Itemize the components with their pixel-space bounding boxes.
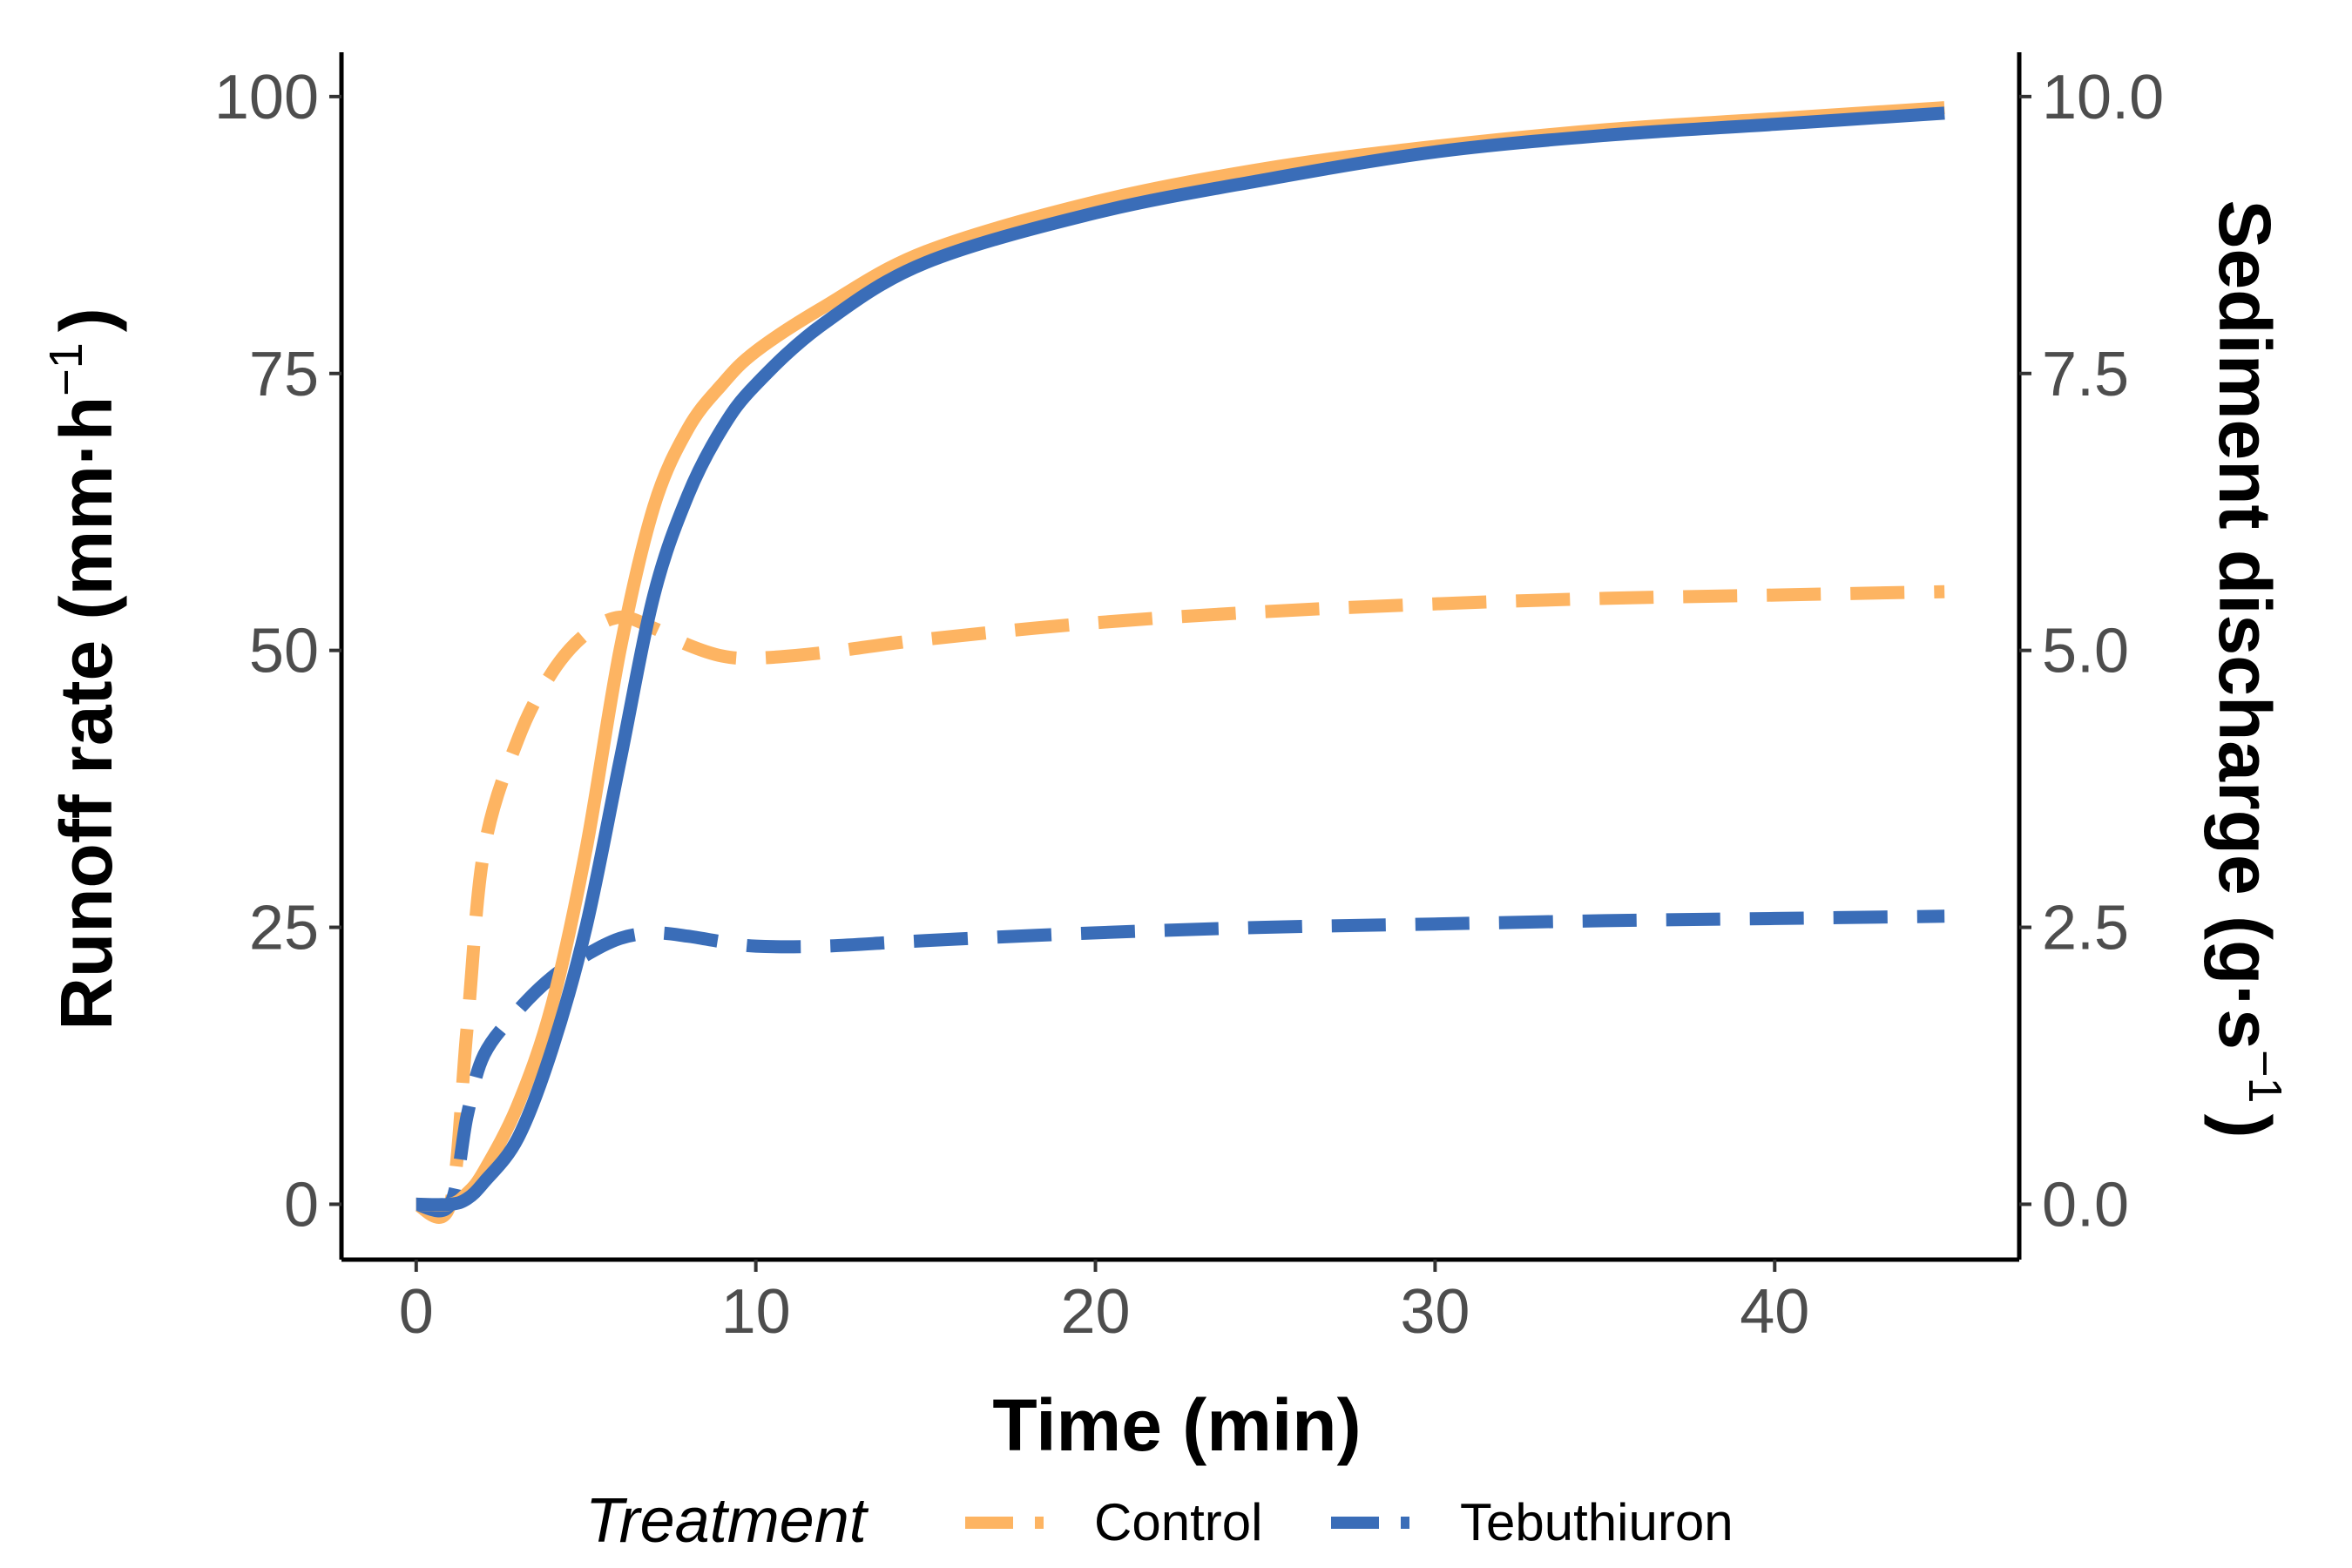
x-axis-title: Time (min) <box>992 1384 1361 1466</box>
y-left-tick-label: 50 <box>249 617 319 686</box>
y-axis-right-title-close: ) <box>2204 1114 2286 1139</box>
ticks: 0 10 20 30 40 0 25 50 75 100 0.0 2.5 5.0 7.5 10.0 <box>214 63 2164 1347</box>
series-line-tebuthiuron-runoff-rate <box>416 106 1945 1212</box>
plot-area <box>414 101 1945 1224</box>
y-axis-left-title: Runoff rate (mm·h−1) <box>40 308 127 1031</box>
series-line-control-sediment-discharge <box>414 585 1945 1224</box>
axes <box>339 52 2022 1262</box>
x-tick-label: 30 <box>1400 1277 1470 1347</box>
y-axis-right-title-main: Sediment discharge (g·s <box>2204 199 2286 1050</box>
legend: Treatment Control Tebuthiuron <box>585 1486 1734 1556</box>
y-left-tick-label: 25 <box>249 894 319 963</box>
y-left-tick-label: 75 <box>249 340 319 409</box>
legend-title: Treatment <box>585 1486 869 1556</box>
y-axis-right-title: Sediment discharge (g·s−1) <box>2204 199 2291 1138</box>
y-left-tick-label: 0 <box>284 1170 319 1240</box>
y-axis-right-title-superscript: −1 <box>2239 1050 2291 1104</box>
y-right-tick-label: 0.0 <box>2042 1170 2129 1240</box>
y-right-tick-label: 2.5 <box>2042 894 2129 963</box>
legend-label-control: Control <box>1094 1493 1262 1551</box>
y-axis-left-title-close: ) <box>45 308 127 332</box>
y-axis-left-title-superscript: −1 <box>40 342 92 396</box>
x-tick-label: 20 <box>1060 1277 1130 1347</box>
legend-label-tebuthiuron: Tebuthiuron <box>1460 1493 1734 1551</box>
y-left-tick-label: 100 <box>214 63 319 132</box>
x-tick-label: 40 <box>1740 1277 1809 1347</box>
y-right-tick-label: 5.0 <box>2042 617 2129 686</box>
y-right-tick-label: 10.0 <box>2042 63 2164 132</box>
y-right-tick-label: 7.5 <box>2042 340 2129 409</box>
series-line-tebuthiuron-sediment-discharge <box>415 909 1945 1218</box>
x-tick-label: 10 <box>721 1277 791 1347</box>
x-tick-label: 0 <box>399 1277 434 1347</box>
y-axis-left-title-main: Runoff rate (mm·h <box>45 396 127 1031</box>
